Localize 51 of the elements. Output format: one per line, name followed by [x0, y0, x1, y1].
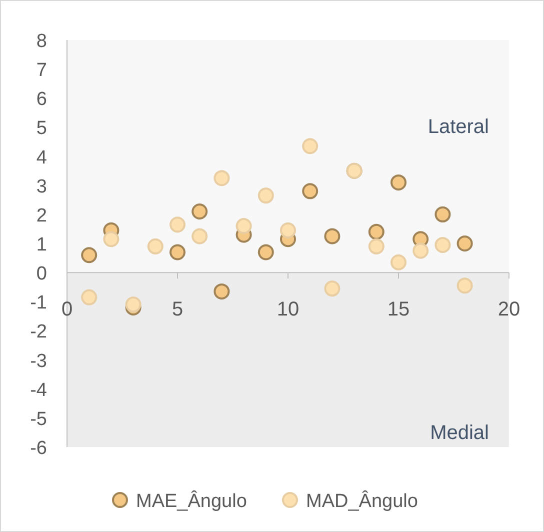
y-tick-label: 3	[36, 176, 47, 198]
point	[103, 231, 120, 248]
y-tick-label: 7	[36, 60, 47, 82]
point	[214, 283, 230, 300]
y-tick-label: -4	[30, 380, 48, 401]
y-tick-label: 1	[36, 234, 47, 256]
point	[302, 183, 318, 200]
point	[324, 280, 340, 297]
x-tick-label: 15	[387, 298, 410, 321]
point	[258, 244, 274, 260]
point	[81, 247, 98, 264]
y-tick-label: 0	[36, 264, 47, 285]
point	[434, 206, 451, 222]
point	[368, 224, 384, 240]
y-tick-label: -3	[30, 350, 47, 372]
point	[390, 174, 406, 190]
point	[390, 254, 406, 270]
point	[258, 188, 274, 204]
point	[302, 138, 318, 154]
x-tick-label: 5	[172, 298, 184, 321]
y-tick-label: 4	[36, 147, 48, 168]
point	[412, 242, 429, 259]
point	[434, 236, 451, 253]
point	[147, 238, 164, 254]
legend-label: MAD_Ângulo	[306, 490, 418, 512]
x-tick-label: 20	[498, 298, 520, 321]
point	[456, 236, 473, 252]
y-tick-label: -1	[30, 292, 47, 314]
y-tick-label: 8	[36, 31, 47, 52]
band-label: Medial	[430, 422, 489, 444]
point	[324, 228, 340, 244]
x-tick-label: 0	[61, 298, 73, 321]
y-tick-label: -5	[30, 408, 47, 430]
point	[192, 228, 208, 244]
point	[192, 204, 208, 220]
point	[368, 238, 384, 254]
y-tick-label: 5	[36, 118, 47, 140]
point	[280, 222, 296, 238]
point	[170, 244, 186, 260]
y-tick-label: -2	[30, 322, 47, 343]
point	[456, 278, 473, 294]
y-tick-label: 2	[36, 205, 47, 226]
y-tick-label: -6	[30, 438, 47, 459]
x-tick-label: 10	[276, 298, 300, 321]
point	[236, 218, 252, 234]
y-tick-label: 6	[36, 89, 47, 110]
legend-label: MAE_Ângulo	[136, 490, 247, 512]
point	[81, 289, 98, 306]
band-label: Lateral	[428, 116, 489, 138]
point	[170, 216, 186, 233]
point	[214, 170, 230, 186]
